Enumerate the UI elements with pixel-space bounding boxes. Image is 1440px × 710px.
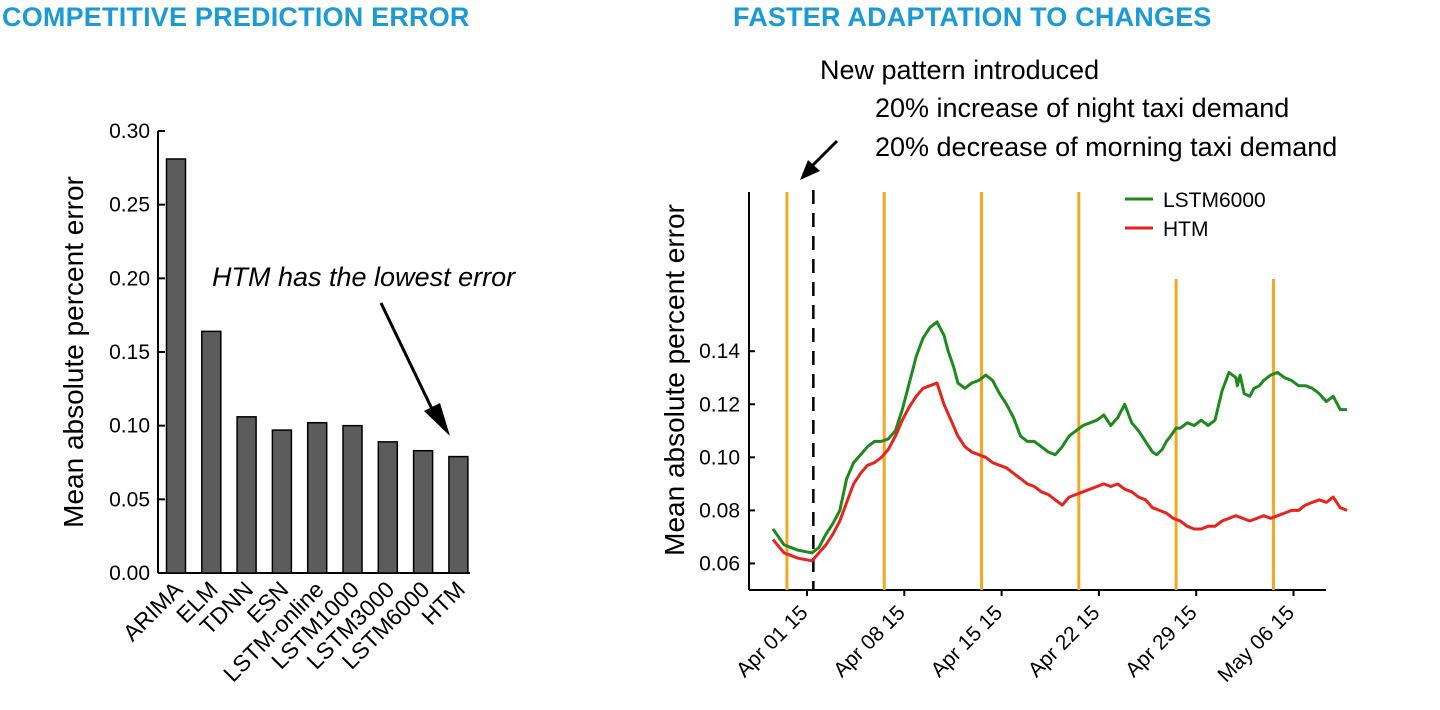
y-tick-label: 0.25 xyxy=(109,194,150,217)
y-tick-label: 0.10 xyxy=(109,415,150,438)
annotation-arrow-head xyxy=(424,403,450,436)
annotation-title: New pattern introduced xyxy=(820,55,1099,85)
y-axis-label: Mean absolute percent error xyxy=(659,204,690,556)
annotation-arrow-head xyxy=(800,160,820,180)
bar xyxy=(342,424,363,574)
bar xyxy=(377,441,399,574)
annotation-arrow-shaft xyxy=(810,139,839,168)
series-line-lstm6000 xyxy=(771,320,1348,555)
x-tick-label: Apr 22 15 xyxy=(1024,601,1105,682)
y-tick-label: 0.30 xyxy=(109,120,150,143)
y-tick-label: 0.14 xyxy=(699,340,740,363)
right-chart-title: FASTER ADAPTATION TO CHANGES xyxy=(733,2,1212,32)
y-tick-label: 0.00 xyxy=(109,562,150,585)
y-tick-label: 0.20 xyxy=(109,267,150,290)
bar xyxy=(448,455,469,574)
y-axis-label: Mean absolute percent error xyxy=(58,176,89,528)
series-line-htm xyxy=(771,381,1348,563)
y-tick-label: 0.12 xyxy=(699,393,740,416)
left-chart-title: COMPETITIVE PREDICTION ERROR xyxy=(2,2,470,32)
x-tick-label: Apr 29 15 xyxy=(1121,601,1202,682)
legend-label: HTM xyxy=(1163,218,1209,241)
y-tick-label: 0.15 xyxy=(109,341,150,364)
bar xyxy=(236,416,257,574)
bar-chart: 0.000.050.100.150.200.250.30ARIMAELMTDNN… xyxy=(58,120,516,687)
y-tick-label: 0.05 xyxy=(109,488,150,511)
y-tick-label: 0.06 xyxy=(699,552,740,575)
x-tick-label: Apr 08 15 xyxy=(829,601,910,682)
bar xyxy=(271,429,293,574)
y-tick-label: 0.10 xyxy=(699,446,740,469)
legend-label: LSTM6000 xyxy=(1163,189,1266,212)
x-tick-label: May 06 15 xyxy=(1213,601,1299,687)
bar xyxy=(201,330,222,574)
bar xyxy=(306,421,328,574)
y-tick-label: 0.08 xyxy=(699,499,740,522)
annotation-line-1: 20% increase of night taxi demand xyxy=(875,93,1289,123)
bar xyxy=(165,158,187,574)
bar xyxy=(412,449,434,574)
x-tick-label: Apr 15 15 xyxy=(926,601,1007,682)
annotation-arrow-shaft xyxy=(379,302,434,410)
annotation-line-2: 20% decrease of morning taxi demand xyxy=(875,132,1337,162)
x-tick-label: Apr 01 15 xyxy=(732,601,813,682)
annotation-text: HTM has the lowest error xyxy=(212,262,516,292)
